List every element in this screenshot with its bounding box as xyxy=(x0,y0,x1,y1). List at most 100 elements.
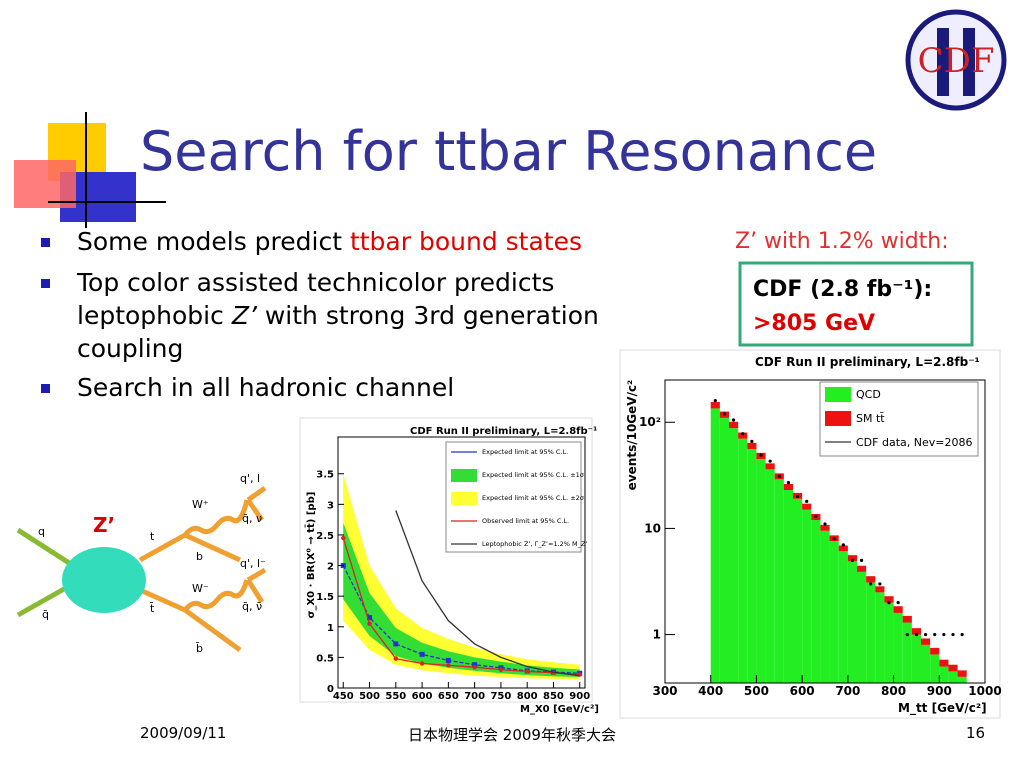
data-point xyxy=(823,522,827,526)
bullet-text: Some models predict xyxy=(77,227,350,256)
y-tick-label: 0.5 xyxy=(316,653,334,664)
data-point xyxy=(786,481,791,485)
bar xyxy=(875,592,885,683)
marker xyxy=(393,641,399,647)
marker xyxy=(524,669,530,674)
x-tick-label: 500 xyxy=(359,691,380,702)
bar xyxy=(957,676,967,683)
data-point xyxy=(759,453,763,457)
x-tick-label: 900 xyxy=(927,684,952,698)
data-point xyxy=(878,582,882,586)
marker xyxy=(445,657,451,663)
marker xyxy=(393,656,399,661)
result-line: >805 GeV xyxy=(753,311,875,336)
x-tick-label: 300 xyxy=(652,684,677,698)
x-tick-label: 850 xyxy=(543,691,564,702)
legend-label: Expected limit at 95% C.L. ±2σ xyxy=(482,494,584,502)
y-tick-label: 1 xyxy=(327,623,334,634)
bar xyxy=(875,586,885,593)
legend-swatch xyxy=(451,469,477,482)
legend-label: SM tt̄ xyxy=(856,412,885,425)
y-tick-label: 10 xyxy=(644,521,661,535)
bar xyxy=(829,541,839,683)
label: b xyxy=(196,550,203,563)
bullet: Some models predict ttbar bound states xyxy=(41,225,702,258)
diagram-lines xyxy=(16,485,267,653)
bar xyxy=(921,644,931,683)
x-tick-label: 700 xyxy=(464,691,485,702)
bar xyxy=(747,442,757,449)
label: t̄ xyxy=(149,602,155,615)
y-label: events/10GeV/c² xyxy=(625,380,639,491)
bar xyxy=(811,520,821,683)
label: W⁺ xyxy=(192,498,209,511)
x-label: M_tt [GeV/c²] xyxy=(898,701,987,716)
diagram-labels: q q̄ Z’ t t̄ W⁺ W⁻ b b̄ q', l q̄, ν q', … xyxy=(38,472,266,655)
bar xyxy=(847,561,857,683)
marker xyxy=(341,535,346,541)
data-point xyxy=(713,398,717,403)
label: q̄ xyxy=(42,608,49,621)
x-tick-label: 600 xyxy=(790,684,815,698)
bar xyxy=(793,498,803,683)
data-point xyxy=(914,632,919,637)
bar xyxy=(930,647,940,655)
bullet-text: Search in all hadronic channel xyxy=(77,373,455,402)
bar xyxy=(729,421,739,429)
bar xyxy=(902,615,912,623)
x-tick-label: 400 xyxy=(698,684,723,698)
marker xyxy=(419,661,425,666)
x-tick-label: 800 xyxy=(517,691,538,702)
plot-frame xyxy=(664,379,986,684)
label: q', l xyxy=(240,472,260,485)
label: Z’ xyxy=(93,513,115,537)
plot-frame xyxy=(337,436,586,689)
bar xyxy=(893,606,903,613)
bar xyxy=(765,463,775,470)
y-tick-label: 3 xyxy=(327,500,334,511)
y-tick-label: 1.5 xyxy=(316,592,334,603)
y-tick-label: 0 xyxy=(327,684,334,695)
x-tick-label: 550 xyxy=(385,691,406,702)
x-tick-label: 650 xyxy=(438,691,459,702)
plot-title: CDF Run II preliminary, L=2.8fb⁻¹ xyxy=(755,355,980,369)
bar xyxy=(838,551,848,683)
bar xyxy=(948,664,958,672)
result-box xyxy=(738,261,974,347)
x-tick-label: 900 xyxy=(569,691,590,702)
data-point xyxy=(750,439,754,444)
bar xyxy=(930,654,940,683)
note: Z’ with 1.2% width: xyxy=(735,229,949,254)
bar xyxy=(802,503,812,510)
logo-text: CDF xyxy=(918,41,995,81)
result-line: CDF (2.8 fb⁻¹): xyxy=(753,277,932,302)
bar xyxy=(857,565,867,572)
label: q̄, ν xyxy=(242,512,262,525)
bar xyxy=(939,666,949,683)
data-point xyxy=(905,632,909,637)
bar xyxy=(774,479,784,683)
y-label: σ_X0 · BR(X⁰ → tt̄) [pb] xyxy=(304,492,317,619)
legend-label: CDF data, Nev=2086 xyxy=(856,436,972,449)
data-point xyxy=(923,632,928,637)
data-point xyxy=(722,412,727,416)
bar xyxy=(820,524,830,531)
bar xyxy=(884,596,894,603)
data-point xyxy=(942,632,946,637)
y-tick-label: 2 xyxy=(327,562,334,573)
label: W⁻ xyxy=(192,582,209,595)
y-tick-label: 1 xyxy=(653,628,661,642)
marker xyxy=(446,663,451,668)
data-point xyxy=(814,514,818,518)
bar xyxy=(802,509,812,683)
footer-page: 16 xyxy=(966,724,986,742)
bar xyxy=(756,459,766,683)
blob xyxy=(62,547,146,613)
y-tick-label: 10² xyxy=(639,415,661,429)
x-tick-label: 600 xyxy=(412,691,433,702)
legend-swatch xyxy=(825,387,851,402)
bar xyxy=(765,469,775,683)
bar xyxy=(710,408,720,683)
